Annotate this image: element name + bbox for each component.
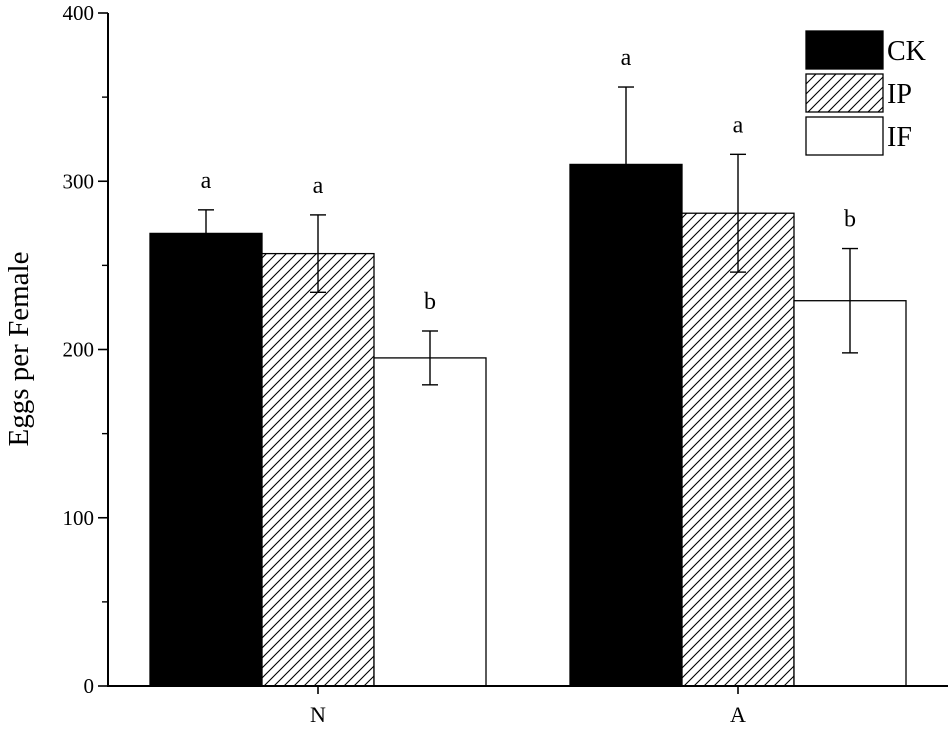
bar-ip-n [261, 252, 375, 687]
axes-layer: 0 100 200 300 400 N A [63, 1, 948, 727]
significance-letter: b [424, 289, 436, 315]
error-bar-ck-n [198, 209, 214, 258]
legend-swatch-ck [805, 30, 884, 70]
legend-swatch-ip [805, 73, 884, 113]
error-bar-ip-n [310, 214, 326, 293]
significance-letter: a [201, 168, 212, 194]
bar-if-a [793, 300, 907, 687]
x-tick-label: N [310, 702, 326, 727]
y-tick-label: 0 [84, 674, 95, 698]
legend-label-ip: IP [887, 79, 912, 110]
legend: CK IP IF [805, 30, 926, 156]
y-tick-label: 200 [63, 338, 95, 362]
y-tick-label: 100 [63, 506, 95, 530]
bar-ip-a [681, 212, 795, 687]
error-bar-ip-a [730, 153, 746, 273]
x-tick-label: A [730, 702, 746, 727]
significance-letter: a [621, 45, 632, 71]
y-tick-label: 400 [63, 1, 95, 25]
legend-label-ck: CK [887, 36, 926, 67]
bar-if-n [373, 357, 487, 687]
error-bar-ck-a [618, 86, 634, 243]
bar-ck-n [149, 232, 263, 687]
significance-letter: a [733, 112, 744, 138]
bar-ck-a [569, 163, 683, 687]
significance-letter: a [313, 173, 324, 199]
error-bar-if-a [842, 247, 858, 354]
error-bar-if-n [422, 330, 438, 386]
y-axis-title: Eggs per Female [3, 252, 35, 447]
legend-label-if: IF [887, 122, 912, 153]
bars-layer: a a b a a b [149, 45, 907, 687]
legend-swatch-if [805, 116, 884, 156]
y-tick-label: 300 [63, 169, 95, 193]
significance-letter: b [844, 207, 856, 233]
